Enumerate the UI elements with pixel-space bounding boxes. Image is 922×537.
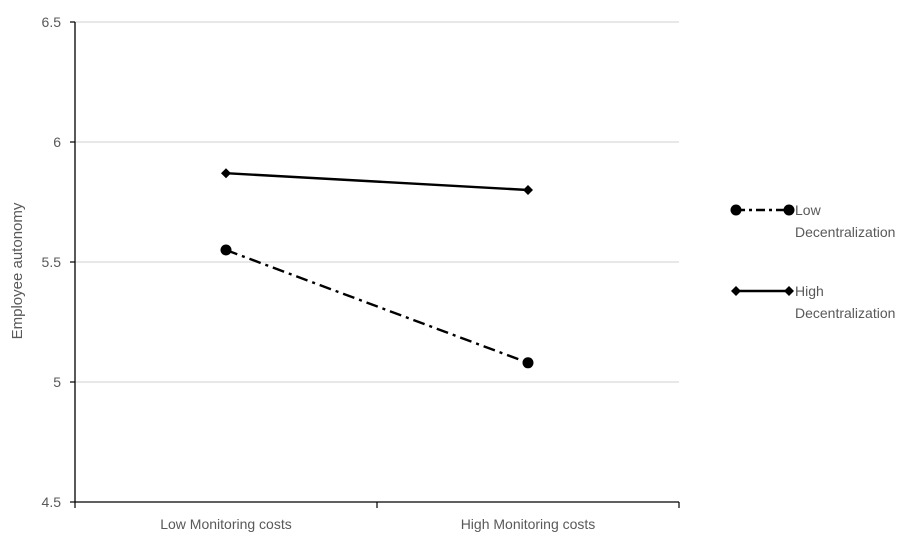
legend-label: Decentralization xyxy=(795,305,895,321)
gridlines xyxy=(75,21,679,383)
legend-item: High Decentralization xyxy=(731,283,895,321)
y-tick-label: 5 xyxy=(53,374,61,390)
legend-marker xyxy=(783,204,795,216)
data-point xyxy=(221,168,231,179)
x-tick-label: High Monitoring costs xyxy=(461,516,596,532)
y-tick-label: 6.5 xyxy=(42,14,62,30)
legend-item: Low Decentralization xyxy=(730,202,895,240)
y-tick-label: 6 xyxy=(53,134,61,150)
series xyxy=(220,168,534,369)
legend-label: Decentralization xyxy=(795,224,895,240)
x-tick-label: Low Monitoring costs xyxy=(160,516,292,532)
data-point xyxy=(522,357,534,369)
data-point xyxy=(523,185,533,195)
y-axis-title: Employee autonomy xyxy=(9,202,26,339)
legend: Low Decentralization High Decentralization xyxy=(730,202,895,321)
x-tick-labels: Low Monitoring costs High Monitoring cost… xyxy=(160,516,595,532)
legend-marker xyxy=(784,286,794,296)
y-tick-label: 4.5 xyxy=(42,494,62,510)
series-line xyxy=(225,248,529,364)
y-tick-labels: 4.5 5 5.5 6 6.5 xyxy=(42,14,62,510)
legend-marker xyxy=(731,286,741,296)
y-tick-label: 5.5 xyxy=(42,254,62,270)
series-line xyxy=(225,172,529,192)
data-point xyxy=(220,244,232,256)
axes xyxy=(70,21,680,508)
legend-label: High xyxy=(795,283,824,299)
legend-label: Low xyxy=(795,202,822,218)
legend-marker xyxy=(730,204,742,216)
